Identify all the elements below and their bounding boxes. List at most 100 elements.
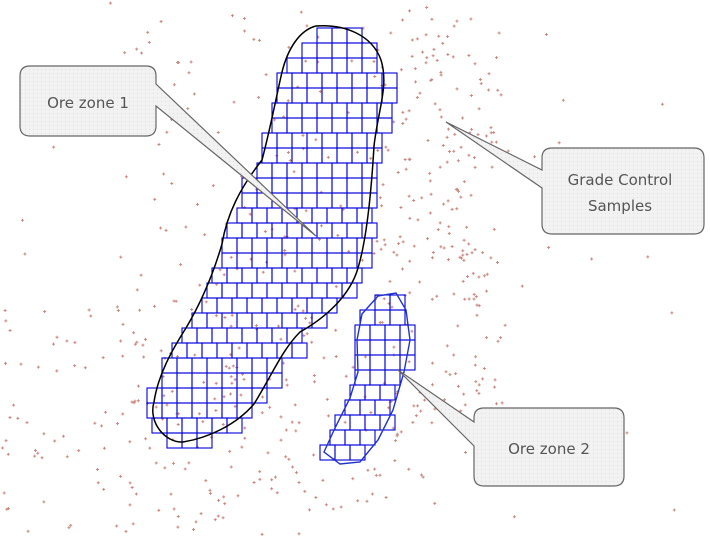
block-cell	[221, 282, 238, 299]
sample-point	[318, 89, 322, 93]
sample-point	[455, 87, 459, 91]
sample-point	[369, 156, 373, 160]
sample-point	[192, 528, 196, 532]
block-cell	[251, 237, 268, 254]
block-cell	[384, 369, 401, 386]
sample-point	[261, 270, 265, 274]
sample-point	[660, 102, 664, 106]
block-cell	[316, 27, 333, 44]
block-cell	[266, 372, 283, 389]
sample-point	[493, 385, 497, 389]
sample-point	[192, 92, 196, 96]
sample-point	[233, 378, 237, 382]
sample-point	[433, 407, 437, 411]
block-cell	[316, 177, 333, 194]
sample-point	[102, 487, 106, 491]
ore-zone-2-block-grid	[319, 294, 416, 461]
sample-point	[264, 73, 268, 77]
sample-point	[295, 471, 299, 475]
sample-point	[214, 314, 218, 318]
block-cell	[361, 42, 378, 59]
sample-point	[8, 416, 12, 420]
sample-point	[162, 394, 166, 398]
block-cell	[221, 237, 238, 254]
sample-point	[321, 478, 325, 482]
sample-point	[479, 82, 483, 86]
block-cell	[236, 402, 253, 419]
sample-point	[131, 522, 135, 526]
sample-point	[481, 377, 485, 381]
sample-point	[410, 38, 414, 42]
block-cell	[331, 267, 348, 284]
sample-point	[485, 289, 489, 293]
block-cell	[351, 147, 368, 164]
sample-point	[467, 153, 471, 157]
ore-zone-1-block-grid	[146, 27, 398, 449]
sample-point	[370, 492, 374, 496]
sample-point	[421, 50, 425, 54]
sample-point	[172, 83, 176, 87]
sample-point	[102, 446, 106, 450]
sample-point	[283, 249, 287, 253]
block-cell	[191, 402, 208, 419]
sample-point	[339, 505, 343, 509]
sample-point	[420, 473, 424, 477]
sample-point	[236, 494, 240, 498]
sample-point	[305, 24, 309, 28]
sample-point	[389, 31, 393, 35]
sample-point	[485, 336, 489, 340]
sample-point	[452, 24, 456, 28]
sample-point	[490, 140, 494, 144]
sample-point	[42, 432, 46, 436]
sample-point	[100, 424, 104, 428]
sample-point	[476, 133, 480, 137]
block-cell	[351, 72, 368, 89]
sample-point	[431, 383, 435, 387]
block-cell	[356, 207, 373, 224]
block-cell	[286, 327, 303, 344]
sample-point	[299, 10, 303, 14]
block-cell	[366, 87, 383, 104]
sample-point	[216, 514, 220, 518]
sample-point	[408, 216, 412, 220]
sample-point	[375, 239, 379, 243]
sample-point	[287, 457, 291, 461]
sample-point	[462, 238, 466, 242]
sample-point	[378, 196, 382, 200]
sample-point	[436, 228, 440, 232]
sample-point	[445, 35, 449, 39]
sample-point	[395, 253, 399, 257]
block-cell	[236, 387, 253, 404]
sample-point	[439, 245, 443, 249]
sample-point	[492, 227, 496, 231]
sample-point	[293, 307, 297, 311]
sample-point	[53, 439, 57, 443]
block-cell	[196, 327, 213, 344]
sample-point	[506, 149, 510, 153]
sample-point	[202, 380, 206, 384]
sample-point	[270, 487, 274, 491]
block-cell	[341, 252, 358, 269]
block-cell	[331, 177, 348, 194]
sample-point	[423, 398, 427, 402]
grade-control-samples	[0, 1, 676, 536]
sample-point	[454, 187, 458, 191]
sample-point	[456, 384, 460, 388]
sample-point	[461, 279, 465, 283]
sample-point	[503, 323, 507, 327]
sample-point	[461, 253, 465, 257]
sample-point	[437, 34, 441, 38]
sample-point	[414, 414, 418, 418]
sample-point	[473, 62, 477, 66]
sample-point	[410, 329, 414, 333]
block-cell	[236, 282, 253, 299]
sample-point	[171, 461, 175, 465]
sample-point	[148, 446, 152, 450]
sample-point	[429, 192, 433, 196]
sample-point	[258, 38, 262, 42]
sample-point	[426, 139, 430, 143]
block-cell	[331, 57, 348, 74]
sample-point	[135, 340, 139, 344]
sample-point	[497, 31, 501, 35]
